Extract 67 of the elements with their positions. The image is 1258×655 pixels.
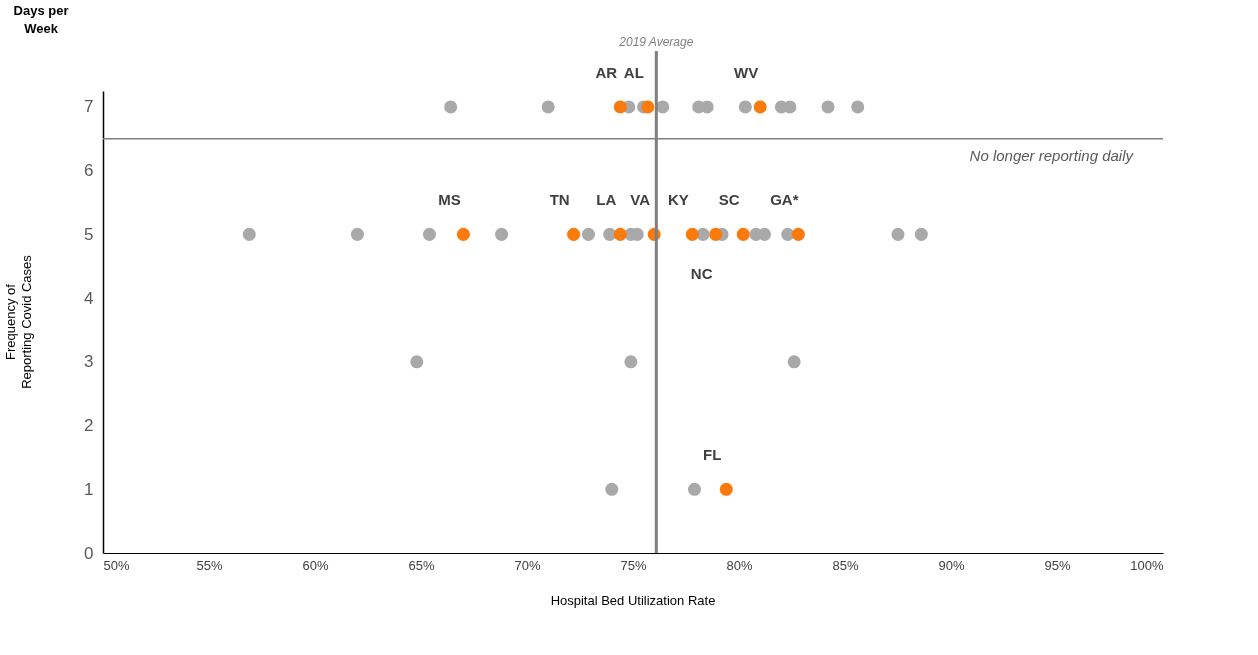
point xyxy=(719,482,733,496)
point xyxy=(781,227,795,241)
annotation: AR xyxy=(595,63,618,81)
x-tick-label: 100% xyxy=(1130,557,1164,573)
point xyxy=(495,227,509,241)
y-axis-title: Frequency of Reporting Covid Cases xyxy=(3,254,34,389)
x-tick-label: 80% xyxy=(726,557,753,573)
point xyxy=(787,355,801,369)
annotation: AL xyxy=(623,63,644,81)
y-tick-label: 5 xyxy=(84,224,94,244)
point xyxy=(685,227,699,241)
point xyxy=(914,227,928,241)
x-tick-label: 95% xyxy=(1044,557,1071,573)
point xyxy=(605,482,619,496)
point xyxy=(567,227,581,241)
annotation: VA xyxy=(630,191,651,209)
x-tick-label: 70% xyxy=(514,557,541,573)
y-tick-label: 4 xyxy=(84,288,94,308)
point xyxy=(242,227,256,241)
x-tick-label: 90% xyxy=(938,557,965,573)
annotation: FL xyxy=(703,446,722,464)
annotation: WV xyxy=(734,63,759,81)
annotation: TN xyxy=(549,191,570,209)
point xyxy=(456,227,470,241)
y-tick-label: 7 xyxy=(84,97,94,117)
x-tick-label: 75% xyxy=(620,557,647,573)
point xyxy=(851,100,865,114)
y-tick-label: 1 xyxy=(84,479,94,499)
ref-line-label: 2019 Average xyxy=(618,35,694,49)
point xyxy=(687,482,701,496)
point xyxy=(613,227,627,241)
annotation: LA xyxy=(596,191,617,209)
point xyxy=(738,100,752,114)
y-tick-label: 3 xyxy=(84,352,94,372)
annotation: GA* xyxy=(770,191,799,209)
point xyxy=(613,100,627,114)
annotation: NC xyxy=(690,265,713,283)
point xyxy=(791,227,805,241)
annotation: KY xyxy=(667,191,689,209)
point xyxy=(422,227,436,241)
y-tick-label: 2 xyxy=(84,416,94,436)
text: Days per Week xyxy=(13,3,69,36)
point xyxy=(444,100,458,114)
point xyxy=(624,355,638,369)
y-tick-label: 0 xyxy=(84,543,94,563)
point xyxy=(641,100,655,114)
point xyxy=(350,227,364,241)
point xyxy=(736,227,750,241)
point xyxy=(410,355,424,369)
point xyxy=(753,100,767,114)
point xyxy=(891,227,905,241)
x-tick-label: 85% xyxy=(832,557,859,573)
ref-line-label: No longer reporting daily xyxy=(969,146,1135,164)
point xyxy=(821,100,835,114)
x-axis-title: Hospital Bed Utilization Rate xyxy=(550,593,716,608)
x-tick-label: 55% xyxy=(196,557,223,573)
annotation: SC xyxy=(718,191,740,209)
x-tick-label: 60% xyxy=(302,557,329,573)
y-tick-label: 6 xyxy=(84,161,94,181)
point xyxy=(581,227,595,241)
point xyxy=(709,227,723,241)
point xyxy=(541,100,555,114)
x-tick-label: 50% xyxy=(103,557,130,573)
annotation: MS xyxy=(438,191,461,209)
x-tick-label: 65% xyxy=(408,557,435,573)
point xyxy=(603,227,617,241)
point xyxy=(783,100,797,114)
